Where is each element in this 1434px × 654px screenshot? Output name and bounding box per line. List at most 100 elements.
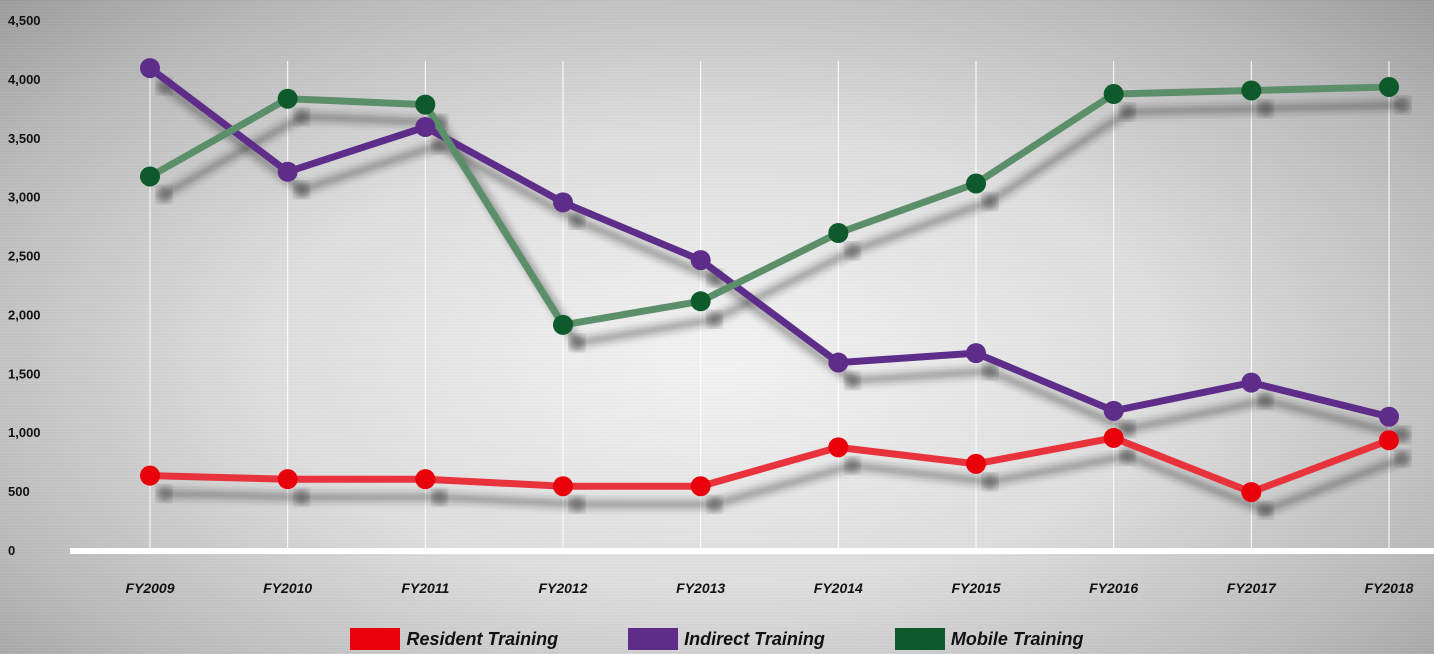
y-tick-label: 2,500 (8, 249, 41, 264)
legend-item-indirect-training: Indirect Training (628, 628, 825, 650)
legend-label-mobile: Mobile Training (950, 628, 1084, 649)
x-tick-label: FY2014 (814, 580, 863, 596)
mobile-training-point-shadow (844, 243, 861, 259)
resident-training-point-shadow (1257, 502, 1274, 519)
mobile-training-shadow (162, 101, 1404, 347)
resident-training-point-shadow (431, 489, 448, 506)
resident-training-point (277, 469, 298, 490)
resident-training-point-shadow (293, 489, 310, 506)
indirect-training-point (1379, 406, 1399, 427)
legend-swatch-indirect (628, 628, 679, 650)
legend-item-mobile-training: Mobile Training (894, 628, 1084, 650)
legend: Resident Training Indirect Training Mobi… (0, 624, 1434, 654)
y-tick-label: 0 (8, 543, 15, 558)
indirect-training-line (147, 65, 1390, 421)
indirect-training-point (277, 161, 298, 182)
indirect-training-point (690, 250, 711, 271)
mobile-training-point (415, 94, 436, 115)
resident-training-point (1379, 430, 1399, 451)
x-tick-label: FY2015 (951, 580, 1000, 596)
indirect-training-point-shadow (1119, 420, 1136, 437)
resident-training-point (966, 453, 986, 474)
y-tick-label: 3,000 (8, 190, 41, 205)
mobile-training-point-shadow (706, 311, 723, 328)
y-tick-label: 1,500 (8, 366, 41, 381)
mobile-training-point (690, 291, 711, 312)
mobile-training-point (828, 223, 849, 243)
x-tick-label: FY2018 (1364, 580, 1413, 596)
mobile-training-point-shadow (156, 186, 172, 203)
legend-swatch-mobile (894, 628, 945, 650)
indirect-training-point (140, 58, 160, 79)
resident-training-point-shadow (569, 496, 585, 513)
x-tick-label: FY2016 (1089, 580, 1138, 596)
indirect-training-point-shadow (569, 212, 585, 229)
resident-training-point (690, 476, 711, 497)
mobile-training-point (1379, 76, 1399, 97)
indirect-training-shadow (161, 83, 1404, 439)
legend-label-resident: Resident Training (406, 628, 559, 649)
mobile-training-line (148, 83, 1390, 329)
y-axis: 0 500 1,000 1,500 2,000 2,500 3,000 3,500 4,000 4… (8, 13, 41, 558)
resident-training-shadow (163, 452, 1405, 514)
series-shadows (156, 78, 1411, 519)
indirect-training-point-shadow (982, 363, 998, 380)
resident-training-line (149, 434, 1391, 496)
resident-training-point-shadow (1395, 450, 1411, 467)
resident-training-point (553, 476, 573, 497)
x-axis-band (70, 548, 1434, 554)
mobile-training-point (140, 166, 160, 187)
indirect-training-point (415, 117, 436, 137)
indirect-training-point-shadow (1257, 392, 1274, 409)
resident-training-point (828, 437, 849, 458)
legend-swatch-resident (350, 628, 401, 650)
resident-training-point-shadow (156, 485, 172, 502)
y-tick-label: 2,000 (8, 307, 41, 322)
series-markers (140, 58, 1399, 503)
resident-training-point (415, 469, 436, 490)
y-tick-label: 3,500 (8, 131, 41, 146)
indirect-training-point (828, 352, 849, 373)
indirect-training-point (1103, 400, 1124, 421)
mobile-training-point (966, 173, 986, 194)
x-tick-label: FY2017 (1227, 580, 1277, 596)
mobile-training-point (1103, 84, 1124, 105)
legend-label-indirect: Indirect Training (684, 628, 825, 649)
mobile-training-point-shadow (569, 334, 585, 351)
x-tick-label: FY2009 (125, 580, 174, 596)
y-tick-label: 4,000 (8, 72, 41, 87)
indirect-training-point (553, 192, 573, 213)
x-tick-label: FY2012 (538, 580, 587, 596)
indirect-training-point-shadow (431, 137, 448, 153)
indirect-training-point-shadow (844, 372, 861, 389)
y-tick-label: 4,500 (8, 13, 41, 28)
legend-item-resident-training: Resident Training (350, 628, 558, 650)
indirect-training-point (966, 343, 986, 364)
x-tick-label: FY2013 (676, 580, 725, 596)
resident-training-point (1241, 482, 1262, 503)
mobile-training-point-shadow (1395, 96, 1411, 113)
mobile-training-point (553, 314, 573, 335)
resident-training-point (140, 465, 160, 486)
mobile-training-point-shadow (1257, 100, 1274, 117)
x-tick-label: FY2011 (401, 580, 449, 596)
y-tick-label: 500 (8, 484, 30, 499)
indirect-training-point-shadow (293, 181, 310, 198)
resident-training-point-shadow (844, 457, 861, 474)
y-tick-label: 1,000 (8, 425, 41, 440)
resident-training-point (1103, 427, 1124, 448)
resident-training-point-shadow (706, 496, 723, 513)
indirect-training-point (1241, 372, 1262, 393)
indirect-training-point-shadow (1395, 426, 1411, 443)
series-lines (147, 65, 1391, 496)
mobile-training-point-shadow (982, 193, 998, 210)
resident-training-point-shadow (982, 473, 998, 490)
mobile-training-point (277, 88, 298, 109)
x-tick-label: FY2010 (263, 580, 312, 596)
mobile-training-point-shadow (1119, 104, 1136, 121)
mobile-training-point-shadow (293, 108, 310, 125)
x-axis: FY2009 FY2010 FY2011 FY2012 FY2013 FY2014 FY20… (125, 580, 1413, 596)
line-chart: 0 500 1,000 1,500 2,000 2,500 3,000 3,500 4,000 4… (8, 13, 1434, 596)
mobile-training-point (1241, 80, 1262, 101)
resident-training-point-shadow (1119, 447, 1136, 464)
